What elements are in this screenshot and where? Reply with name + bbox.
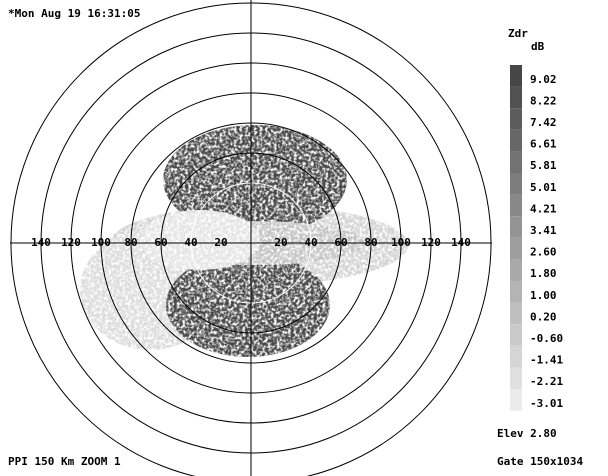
legend-swatch [510, 129, 522, 152]
legend-label: 0.20 [530, 310, 557, 323]
range-label: 100 [91, 236, 111, 249]
legend-label: 7.42 [530, 116, 557, 129]
legend-swatch [510, 173, 522, 195]
scan-mode: PPI 150 Km ZOOM 1 [8, 455, 121, 468]
legend-label: 5.01 [530, 181, 557, 194]
legend-label: 6.61 [530, 138, 557, 151]
legend-label: 2.60 [530, 246, 557, 259]
legend-label: 3.41 [530, 224, 557, 237]
range-label: 20 [274, 236, 287, 249]
legend-label: -1.41 [530, 354, 563, 367]
legend-label: 8.22 [530, 94, 557, 107]
legend-swatch [510, 389, 522, 411]
legend-label: 1.00 [530, 289, 557, 302]
legend-swatch [510, 237, 522, 260]
legend-unit: dB [531, 40, 545, 53]
legend-swatch [510, 86, 522, 109]
legend-swatch [510, 367, 522, 389]
legend-label: 9.02 [530, 73, 557, 86]
range-label: 80 [124, 236, 137, 249]
timestamp: *Mon Aug 19 16:31:05 [8, 7, 140, 20]
legend-title: Zdr [508, 27, 528, 40]
legend-label: 5.81 [530, 159, 557, 172]
range-label: 40 [184, 236, 197, 249]
range-label: 120 [421, 236, 441, 249]
range-label: 140 [451, 236, 471, 249]
legend-label: 4.21 [530, 202, 557, 215]
range-label: 20 [214, 236, 227, 249]
gate: Gate 150x1034 [497, 455, 583, 468]
legend-swatch [510, 302, 522, 325]
legend-label: -2.21 [530, 375, 563, 388]
range-label: 40 [304, 236, 317, 249]
legend-swatch [510, 324, 522, 346]
legend-swatch [510, 259, 522, 281]
legend-swatch [510, 345, 522, 368]
elevation: Elev 2.80 [497, 427, 557, 440]
range-label: 60 [334, 236, 347, 249]
range-label: 120 [61, 236, 81, 249]
legend-label: -3.01 [530, 397, 563, 410]
range-label: 140 [31, 236, 51, 249]
range-label: 100 [391, 236, 411, 249]
legend-swatch [510, 108, 522, 130]
range-label: 80 [364, 236, 377, 249]
legend-swatch [510, 216, 522, 238]
legend-swatch [510, 194, 522, 217]
legend-label: -0.60 [530, 332, 563, 345]
range-label: 60 [154, 236, 167, 249]
legend-swatch [510, 281, 522, 303]
legend-label: 1.80 [530, 267, 557, 280]
legend-swatch [510, 65, 522, 87]
legend-swatch [510, 151, 522, 173]
